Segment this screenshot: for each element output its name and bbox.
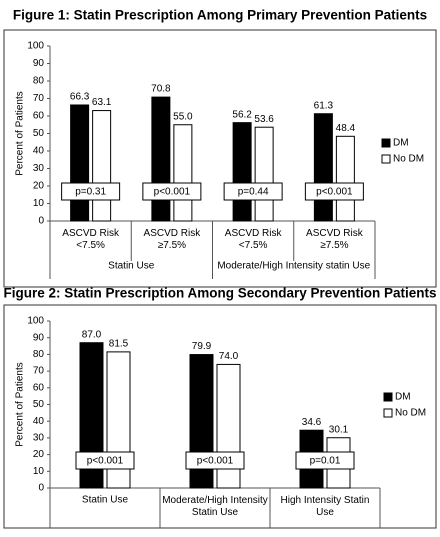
y-tick-label: 70 — [33, 366, 45, 377]
value-label: 56.2 — [232, 109, 252, 120]
value-label: 79.9 — [192, 341, 212, 352]
p-value: p=0.44 — [238, 187, 269, 198]
value-label: 48.4 — [336, 123, 356, 134]
bar — [173, 124, 193, 222]
value-label: 63.1 — [92, 97, 112, 108]
y-tick-label: 60 — [33, 111, 45, 122]
value-label: 53.6 — [254, 114, 274, 125]
bar — [92, 110, 112, 222]
x-tick-label: ASCVD Risk <7.5% — [62, 228, 120, 251]
chart-title: Figure 1: Statin Prescription Among Prim… — [13, 8, 427, 23]
p-value-box — [142, 182, 202, 201]
p-value: p=0.01 — [310, 456, 341, 467]
legend-swatch — [381, 154, 391, 164]
p-value-box — [61, 182, 121, 201]
y-tick-label: 70 — [33, 93, 45, 104]
value-label: 30.1 — [329, 424, 349, 435]
y-tick-label: 20 — [33, 181, 45, 192]
p-value: p<0.001 — [154, 187, 191, 198]
p-value: p<0.001 — [87, 456, 124, 467]
p-value-box — [304, 182, 364, 201]
y-tick-label: 100 — [27, 41, 44, 52]
y-tick-label: 40 — [33, 416, 45, 427]
chart-title: Figure 2: Statin Prescription Among Seco… — [3, 286, 436, 301]
y-tick-label: 90 — [33, 58, 45, 69]
group-label: Moderate/High Intensity statin Use — [217, 261, 370, 272]
bar — [254, 126, 274, 222]
bar — [335, 135, 355, 222]
y-tick-label: 10 — [33, 198, 45, 209]
y-tick-label: 100 — [27, 316, 44, 327]
legend-label: No DM — [393, 154, 424, 165]
x-tick-label: ASCVD Risk ≥7.5% — [306, 228, 364, 251]
y-tick-label: 10 — [33, 466, 45, 477]
group-label: Statin Use — [108, 261, 155, 272]
bar — [70, 104, 90, 222]
p-value-box — [295, 451, 355, 470]
y-tick-label: 0 — [38, 483, 44, 494]
p-value: p=0.31 — [75, 187, 106, 198]
value-label: 81.5 — [109, 339, 129, 350]
y-tick-label: 80 — [33, 349, 45, 360]
value-label: 55.0 — [173, 111, 193, 122]
x-tick-label: Moderate/High Intensity Statin Use — [162, 495, 268, 518]
legend-label: No DM — [395, 408, 426, 419]
legend-swatch — [383, 408, 393, 418]
p-value: p<0.001 — [316, 187, 353, 198]
legend-label: DM — [395, 392, 411, 403]
value-label: 70.8 — [151, 84, 171, 95]
y-tick-label: 40 — [33, 146, 45, 157]
p-value-box — [75, 451, 135, 470]
p-value-box — [223, 182, 283, 201]
y-tick-label: 50 — [33, 399, 45, 410]
x-tick-label: Statin Use — [82, 495, 129, 506]
y-tick-label: 80 — [33, 76, 45, 87]
value-label: 74.0 — [219, 351, 239, 362]
y-tick-label: 30 — [33, 163, 45, 174]
value-label: 66.3 — [70, 92, 90, 103]
value-label: 61.3 — [314, 100, 334, 111]
p-value-box — [185, 451, 245, 470]
legend-swatch — [383, 392, 393, 402]
value-label: 87.0 — [82, 329, 102, 340]
y-tick-label: 60 — [33, 382, 45, 393]
x-tick-label: High Intensity Statin Use — [281, 495, 370, 518]
legend-label: DM — [393, 138, 409, 149]
value-label: 34.6 — [302, 417, 322, 428]
legend-swatch — [381, 138, 391, 148]
chart-frame — [3, 304, 437, 529]
y-axis-label: Percent of Patients — [15, 91, 26, 176]
x-tick-label: ASCVD Risk <7.5% — [225, 228, 283, 251]
y-tick-label: 30 — [33, 433, 45, 444]
y-tick-label: 50 — [33, 128, 45, 139]
y-tick-label: 90 — [33, 332, 45, 343]
chart-frame — [3, 29, 437, 288]
bar — [313, 113, 333, 222]
y-tick-label: 20 — [33, 449, 45, 460]
y-tick-label: 0 — [38, 216, 44, 227]
bar — [232, 122, 252, 222]
bar — [151, 96, 171, 222]
x-tick-label: ASCVD Risk ≥7.5% — [144, 228, 202, 251]
y-axis-label: Percent of Patients — [15, 362, 26, 447]
p-value: p<0.001 — [197, 456, 234, 467]
